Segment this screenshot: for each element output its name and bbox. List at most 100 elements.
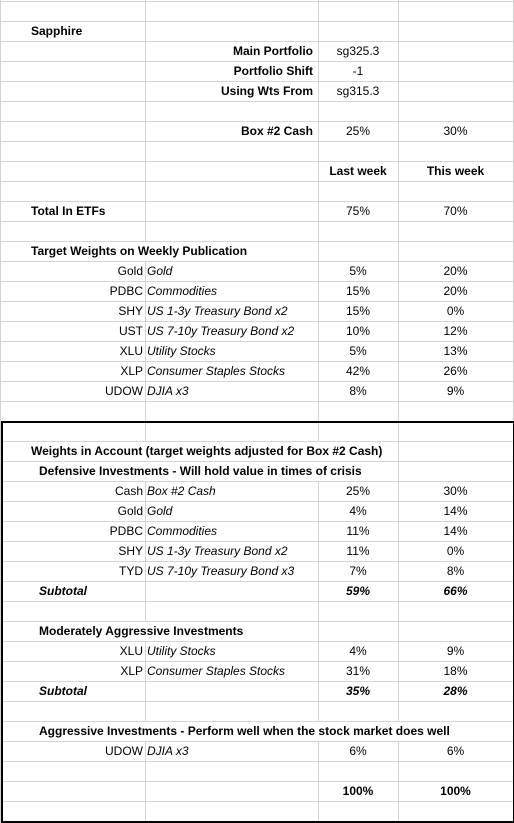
grid-line [0,521,514,522]
grid-line [398,0,399,823]
subtotal-label: Subtotal [39,682,90,701]
column-header: Last week [329,164,387,178]
grid-line [0,321,514,322]
fund-name: US 7-10y Treasury Bond x2 [147,324,295,338]
last-week-weight: 6% [349,744,367,758]
grid-line [0,101,514,102]
grid-line [0,741,514,742]
fund-name: US 7-10y Treasury Bond x3 [147,564,295,578]
fund-name: DJIA x3 [147,384,189,398]
last-week-weight: 8% [349,384,367,398]
grid-line [0,241,514,242]
grid-line [0,441,514,442]
fund-name: Commodities [147,284,218,298]
fund-name: Commodities [147,524,218,538]
grid-line [0,801,514,802]
fund-name: Utility Stocks [147,344,216,358]
last-week-weight: 15% [345,284,371,298]
fund-name: US 1-3y Treasury Bond x2 [147,544,288,558]
grid-line [0,1,514,2]
ticker: Gold [117,504,143,518]
grid-line [0,21,514,22]
subtotal-this-week: 28% [443,684,468,698]
grand-total: 100% [342,784,374,798]
grid-line [0,381,514,382]
subtotal-last-week: 35% [345,684,371,698]
grid-line [0,201,514,202]
fund-name: Gold [147,264,173,278]
grid-line [0,141,514,142]
grid-line [0,701,514,702]
grid-line [0,161,514,162]
this-week-weight: 18% [443,664,468,678]
cash-last-week: 25% [345,124,371,138]
setting-value: -1 [352,64,364,78]
grid-line [318,0,319,823]
grid-line [0,401,514,402]
ticker: XLP [120,364,143,378]
last-week-weight: 7% [349,564,367,578]
subtotal-label: Subtotal [39,582,90,601]
this-week-weight: 20% [443,264,468,278]
this-week-weight: 0% [446,304,465,318]
grid-line [0,541,514,542]
setting-value: sg325.3 [336,44,380,58]
setting-label: Main Portfolio [233,44,313,58]
ticker: TYD [119,564,143,578]
total-this-week: 70% [443,204,468,218]
last-week-weight: 5% [349,264,367,278]
grid-line [0,621,514,622]
cash-label: Box #2 Cash [240,124,313,138]
grid-line [0,461,514,462]
fund-name: Box #2 Cash [147,484,216,498]
ticker: XLU [119,644,143,658]
ticker: Cash [114,484,143,498]
fund-name: Consumer Staples Stocks [147,664,286,678]
total-last-week: 75% [345,204,371,218]
this-week-weight: 9% [446,644,465,658]
last-week-weight: 42% [345,364,371,378]
grid-line [0,761,514,762]
grid-line [0,301,514,302]
setting-label: Using Wts From [221,84,313,98]
grid-line [0,501,514,502]
grid-line [0,481,514,482]
last-week-weight: 25% [345,484,371,498]
this-week-weight: 30% [443,484,468,498]
grid-line [0,721,514,722]
total-label: Total In ETFs [31,202,109,221]
this-week-weight: 13% [443,344,468,358]
last-week-weight: 10% [345,324,371,338]
fund-name: Gold [147,504,173,518]
this-week-weight: 26% [443,364,468,378]
ticker: SHY [118,304,143,318]
subtotal-last-week: 59% [345,584,371,598]
ticker: UST [119,324,143,338]
grid-line [145,0,146,823]
grid-line [0,41,514,42]
grid-line [0,121,514,122]
grid-line [0,81,514,82]
this-week-weight: 0% [446,544,465,558]
this-week-weight: 14% [443,524,468,538]
ticker: UDOW [105,384,143,398]
ticker: PDBC [109,524,143,538]
last-week-weight: 11% [346,524,370,538]
this-week-weight: 12% [443,324,468,338]
ticker: XLP [120,664,143,678]
last-week-weight: 4% [349,504,367,518]
fund-name: US 1-3y Treasury Bond x2 [147,304,288,318]
grid-line [0,681,514,682]
last-week-weight: 4% [349,644,367,658]
this-week-weight: 9% [446,384,465,398]
setting-value: sg315.3 [336,84,380,98]
section-title: Target Weights on Weekly Publication [31,242,251,261]
ticker: Gold [117,264,143,278]
grid-line [0,221,514,222]
sheet-title: Sapphire [31,22,86,41]
ticker: XLU [119,344,143,358]
cash-this-week: 30% [443,124,468,138]
grid-line [0,581,514,582]
this-week-weight: 8% [446,564,465,578]
section-title: Weights in Account (target weights adjus… [31,442,386,461]
